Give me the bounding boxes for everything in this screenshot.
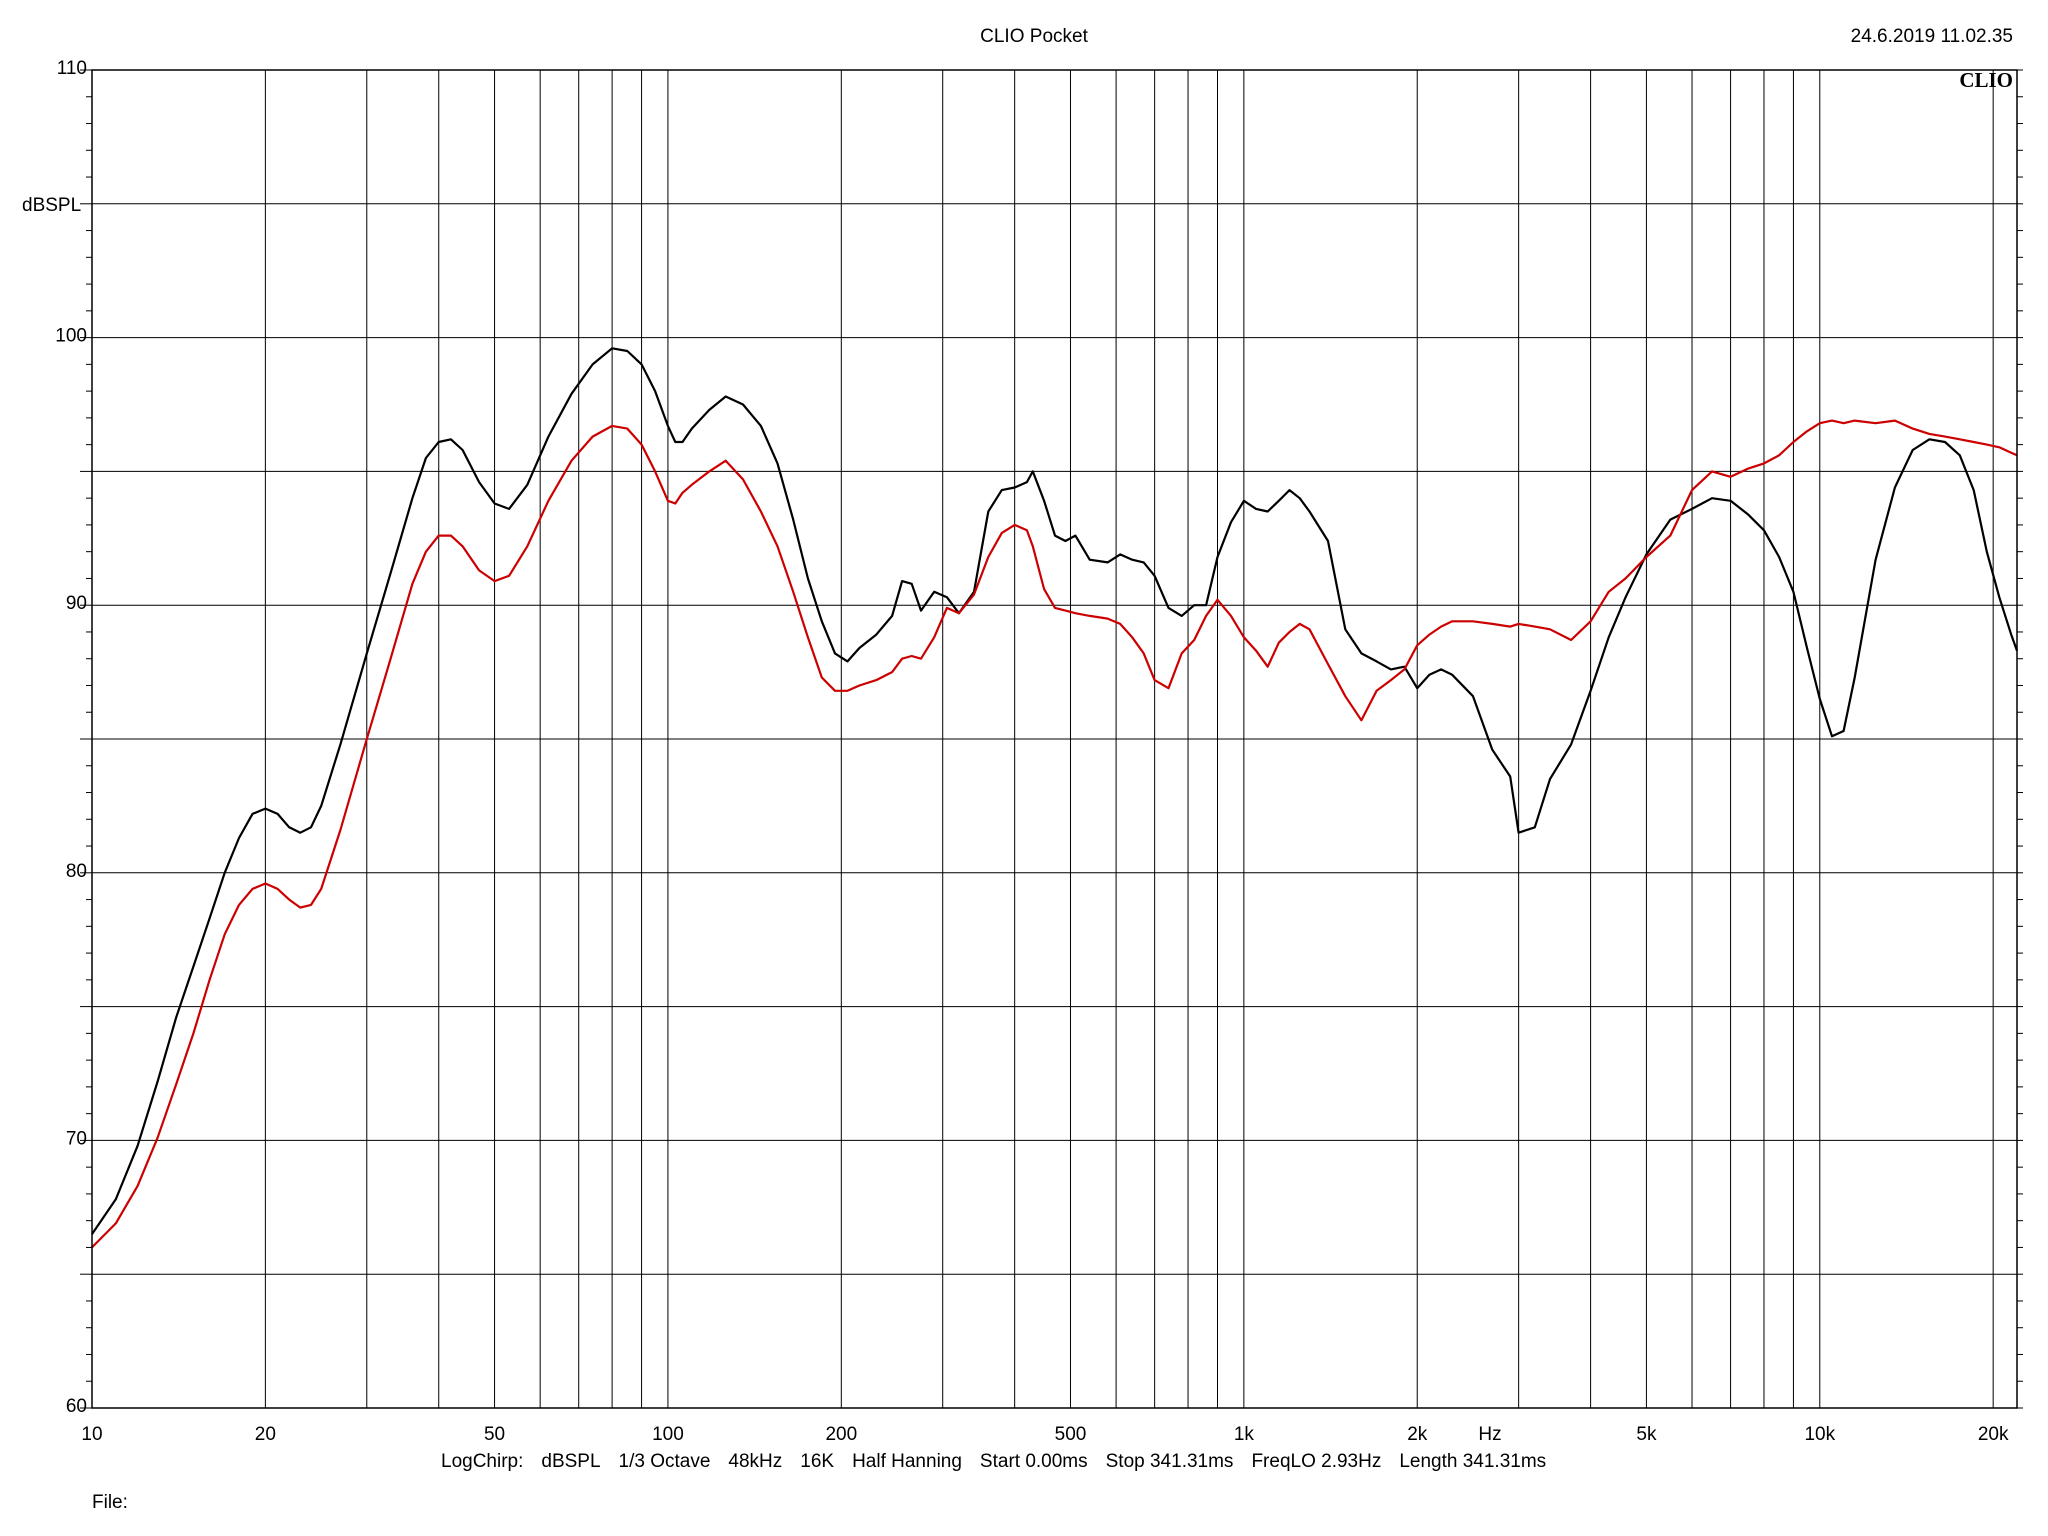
y-tick-labels: 60 70 80 90 100 110 [55, 58, 87, 1417]
y-tick-label: 110 [57, 58, 87, 79]
y-tick-label: 80 [66, 861, 87, 882]
x-tick-label: 10k [1804, 1424, 1835, 1445]
series-line-black [91, 347, 2019, 1235]
grid [92, 70, 2017, 1408]
y-tick-label: 70 [66, 1128, 87, 1149]
series-line-red [91, 419, 2018, 1249]
parameter-item: 48kHz [728, 1451, 782, 1472]
x-tick-label: 200 [825, 1424, 857, 1445]
parameter-item: LogChirp: [441, 1451, 523, 1472]
x-tick-label: 20 [255, 1424, 276, 1445]
x-tick-label: 50 [484, 1424, 505, 1445]
x-tick-label: 2k [1407, 1424, 1428, 1445]
x-tick-label: 5k [1636, 1424, 1657, 1445]
parameter-item: dBSPL [541, 1451, 600, 1472]
y-tick-label: 60 [66, 1396, 87, 1417]
parameter-item: FreqLO 2.93Hz [1251, 1451, 1381, 1472]
y-tick-label: 90 [66, 593, 87, 614]
timestamp: 24.6.2019 11.02.35 [1851, 26, 2013, 47]
x-tick-label: 500 [1055, 1424, 1087, 1445]
minor-ticks [80, 69, 2023, 1409]
x-tick-label: 100 [652, 1424, 684, 1445]
file-label: File: [92, 1492, 128, 1513]
y-tick-label: 100 [55, 326, 87, 347]
x-tick-label: 10 [81, 1424, 102, 1445]
parameter-item: Stop 341.31ms [1106, 1451, 1234, 1472]
parameter-item: Half Hanning [852, 1451, 962, 1472]
x-tick-label: 1k [1234, 1424, 1255, 1445]
parameter-item: 1/3 Octave [619, 1451, 711, 1472]
plot-frame [91, 69, 2018, 1409]
series-layer [91, 347, 2019, 1249]
x-tick-label: 20k [1978, 1424, 2009, 1445]
y-axis-label: dBSPL [22, 195, 81, 216]
x-axis-unit-label: Hz [1478, 1424, 1501, 1445]
chart-title: CLIO Pocket [980, 26, 1088, 47]
parameter-item: Start 0.00ms [980, 1451, 1088, 1472]
x-tick-labels: 10 20 50 100 200 500 1k 2k 5k 10k 20k [81, 1424, 2009, 1445]
measurement-parameters: LogChirp: dBSPL 1/3 Octave 48kHz 16K Half Han… [441, 1451, 1546, 1472]
parameter-item: 16K [800, 1451, 834, 1472]
parameter-item: Length 341.31ms [1399, 1451, 1546, 1472]
clio-brand-logo: CLIO [1959, 68, 2013, 92]
